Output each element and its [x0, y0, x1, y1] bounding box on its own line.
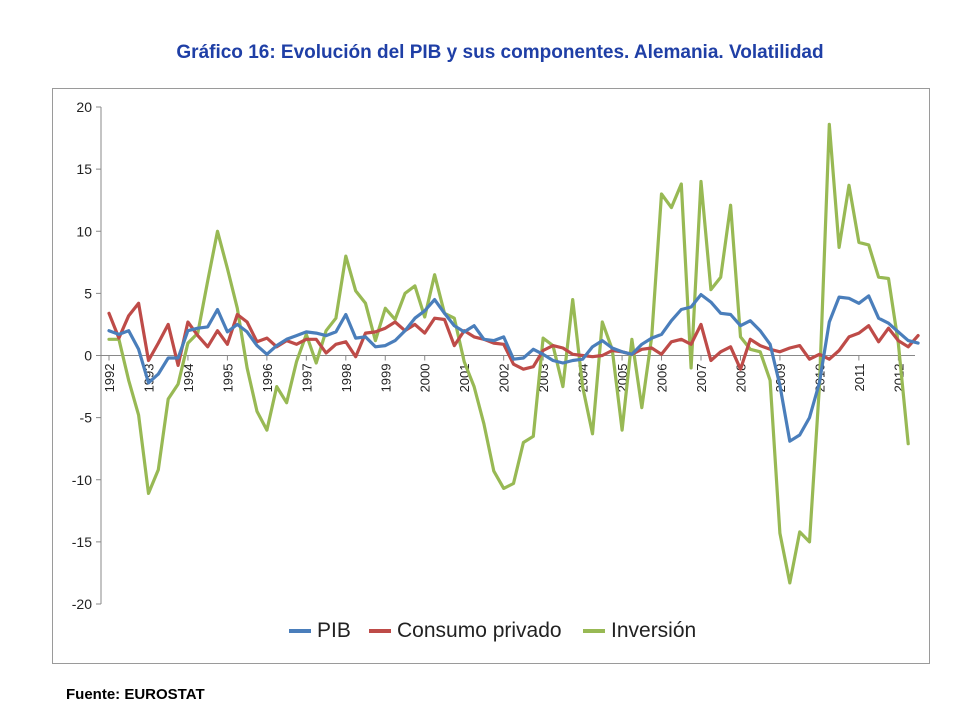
y-tick-label: 15: [76, 161, 92, 177]
legend-label: PIB: [317, 619, 351, 642]
chart-frame: 20 15 10 5 0 -5 -10 -15 -20 1992 1993 1994 1995 1996…: [52, 88, 930, 664]
y-tick-label: 10: [76, 223, 92, 239]
x-tick-label: 2006: [655, 364, 670, 393]
legend-label: Inversión: [611, 619, 696, 642]
y-tick-label: 5: [84, 285, 92, 301]
y-tick-label: -5: [80, 410, 93, 426]
source-note: Fuente: EUROSTAT: [66, 686, 205, 703]
x-tick-label: 1997: [299, 364, 314, 393]
x-tick-label: 1994: [181, 364, 196, 393]
x-tick-label: 2007: [694, 364, 709, 393]
x-tick-label: 1995: [220, 364, 235, 393]
x-tick-label: 2008: [733, 364, 748, 393]
y-tick-label: -15: [72, 534, 92, 550]
series-layer: [107, 122, 920, 585]
x-tick-label: 2000: [418, 364, 433, 393]
y-tick-label: 20: [76, 99, 92, 115]
x-axis: 1992 1993 1994 1995 1996 1997 1998 1999 2000 2001…: [101, 355, 915, 393]
y-tick-label: 0: [84, 348, 92, 364]
series-line-inversi-n: [107, 122, 910, 585]
x-tick-label: 2011: [852, 364, 867, 392]
y-axis: 20 15 10 5 0 -5 -10 -15 -20: [72, 99, 102, 612]
x-tick-label: 1992: [102, 364, 117, 393]
series-line-consumo-privado: [107, 301, 920, 371]
y-tick-label: -20: [72, 596, 92, 612]
y-tick-label: -10: [72, 472, 92, 488]
legend-label: Consumo privado: [397, 619, 562, 642]
x-tick-label: 2002: [497, 364, 512, 393]
x-tick-label: 1996: [260, 364, 275, 393]
series-line-pib: [107, 293, 920, 443]
chart-title: Gráfico 16: Evolución del PIB y sus comp…: [176, 42, 824, 63]
legend: PIB Consumo privado Inversión: [289, 619, 696, 642]
x-tick-label: 1999: [378, 364, 393, 393]
x-tick-label: 1998: [339, 364, 354, 393]
